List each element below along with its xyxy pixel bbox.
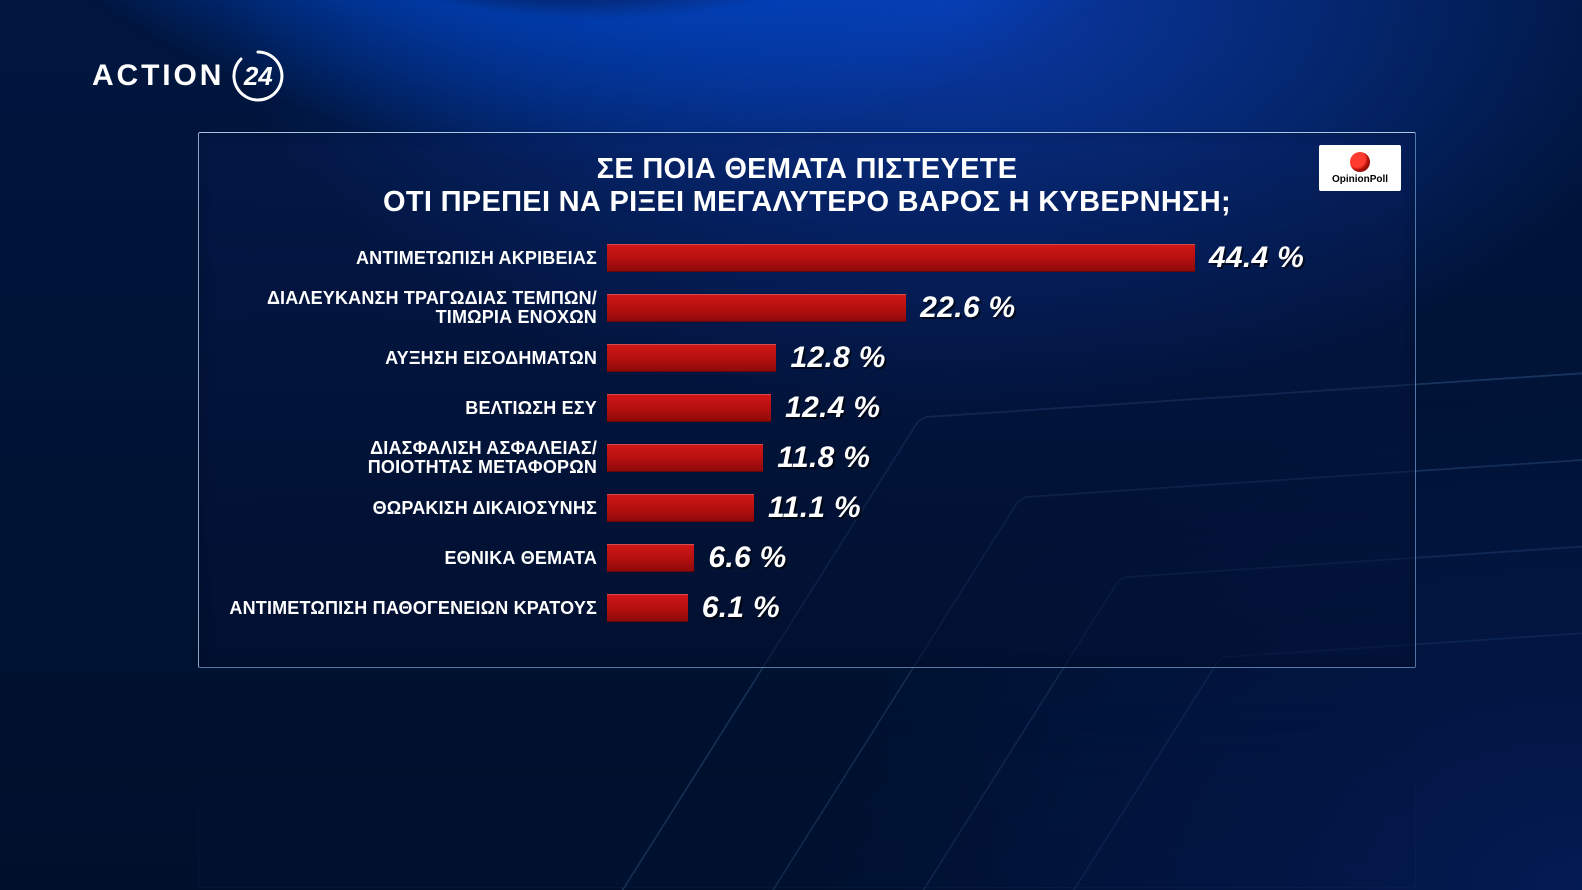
- chart-value-label: 12.8 %: [790, 341, 885, 375]
- poll-source-dot-icon: [1350, 152, 1370, 172]
- chart-bar: [607, 294, 906, 322]
- chart-row: ΘΩΡΑΚΙΣΗ ΔΙΚΑΙΟΣΥΝΗΣ 11.1 %: [227, 483, 1387, 533]
- chart-row: ΕΘΝΙΚΑ ΘΕΜΑΤΑ 6.6 %: [227, 533, 1387, 583]
- chart-bar-zone: 6.6 %: [607, 544, 1387, 572]
- chart-category-label: ΑΥΞΗΣΗ ΕΙΣΟΔΗΜΑΤΩΝ: [227, 349, 607, 368]
- chart-category-label-line1: ΒΕΛΤΙΩΣΗ ΕΣΥ: [465, 398, 597, 418]
- chart-title: ΣΕ ΠΟΙΑ ΘΕΜΑΤΑ ΠΙΣΤΕΥΕΤΕ ΟΤΙ ΠΡΕΠΕΙ ΝΑ Ρ…: [287, 153, 1327, 219]
- chart-category-label-line1: ΑΝΤΙΜΕΤΩΠΙΣΗ ΠΑΘΟΓΕΝΕΙΩΝ ΚΡΑΤΟΥΣ: [229, 598, 597, 618]
- chart-category-label: ΑΝΤΙΜΕΤΩΠΙΣΗ ΑΚΡΙΒΕΙΑΣ: [227, 249, 607, 268]
- chart-bar-zone: 6.1 %: [607, 594, 1387, 622]
- chart-category-label: ΘΩΡΑΚΙΣΗ ΔΙΚΑΙΟΣΥΝΗΣ: [227, 499, 607, 518]
- chart-bar: [607, 444, 763, 472]
- chart-category-label-line1: ΘΩΡΑΚΙΣΗ ΔΙΚΑΙΟΣΥΝΗΣ: [373, 498, 597, 518]
- poll-source-badge: OpinionPoll: [1319, 145, 1401, 191]
- chart-row: ΑΝΤΙΜΕΤΩΠΙΣΗ ΠΑΘΟΓΕΝΕΙΩΝ ΚΡΑΤΟΥΣ 6.1 %: [227, 583, 1387, 633]
- chart-bar-zone: 11.8 %: [607, 444, 1387, 472]
- chart-row: ΑΝΤΙΜΕΤΩΠΙΣΗ ΑΚΡΙΒΕΙΑΣ 44.4 %: [227, 233, 1387, 283]
- chart-category-label-line1: ΑΝΤΙΜΕΤΩΠΙΣΗ ΑΚΡΙΒΕΙΑΣ: [356, 248, 597, 268]
- chart-value-label: 12.4 %: [785, 391, 880, 425]
- chart-title-line2: ΟΤΙ ΠΡΕΠΕΙ ΝΑ ΡΙΞΕΙ ΜΕΓΑΛΥΤΕΡΟ ΒΑΡΟΣ Η Κ…: [287, 186, 1327, 219]
- chart-row: ΒΕΛΤΙΩΣΗ ΕΣΥ 12.4 %: [227, 383, 1387, 433]
- chart-category-label-line1: ΔΙΑΣΦΑΛΙΣΗ ΑΣΦΑΛΕΙΑΣ/: [370, 438, 597, 458]
- channel-logo-number: 24: [230, 48, 286, 104]
- chart-bar: [607, 544, 694, 572]
- channel-logo-badge: 24: [230, 48, 286, 104]
- chart-value-label: 44.4 %: [1209, 241, 1304, 275]
- chart-value-label: 22.6 %: [920, 291, 1015, 325]
- chart-bar-zone: 12.4 %: [607, 394, 1387, 422]
- chart-value-label: 11.8 %: [777, 441, 870, 475]
- chart-category-label-line1: ΑΥΞΗΣΗ ΕΙΣΟΔΗΜΑΤΩΝ: [385, 348, 597, 368]
- chart-value-label: 6.6 %: [708, 541, 786, 575]
- chart-panel-wrapper: OpinionPoll ΣΕ ΠΟΙΑ ΘΕΜΑΤΑ ΠΙΣΤΕΥΕΤΕ ΟΤΙ…: [198, 132, 1416, 668]
- chart-category-label: ΔΙΑΣΦΑΛΙΣΗ ΑΣΦΑΛΕΙΑΣ/ΠΟΙΟΤΗΤΑΣ ΜΕΤΑΦΟΡΩΝ: [227, 439, 607, 477]
- bar-chart: ΑΝΤΙΜΕΤΩΠΙΣΗ ΑΚΡΙΒΕΙΑΣ 44.4 % ΔΙΑΛΕΥΚΑΝΣΗ …: [227, 233, 1387, 633]
- chart-category-label: ΕΘΝΙΚΑ ΘΕΜΑΤΑ: [227, 549, 607, 568]
- chart-panel: OpinionPoll ΣΕ ΠΟΙΑ ΘΕΜΑΤΑ ΠΙΣΤΕΥΕΤΕ ΟΤΙ…: [198, 132, 1416, 668]
- chart-category-label-line1: ΔΙΑΛΕΥΚΑΝΣΗ ΤΡΑΓΩΔΙΑΣ ΤΕΜΠΩΝ/: [267, 288, 597, 308]
- chart-category-label-line2: ΤΙΜΩΡΙΑ ΕΝΟΧΩΝ: [227, 308, 597, 327]
- chart-bar-zone: 22.6 %: [607, 294, 1387, 322]
- poll-source-label: OpinionPoll: [1332, 175, 1388, 185]
- chart-value-label: 11.1 %: [768, 491, 861, 525]
- chart-bar: [607, 344, 776, 372]
- chart-bar-zone: 11.1 %: [607, 494, 1387, 522]
- chart-bar: [607, 594, 688, 622]
- channel-logo: ACTION 24: [92, 48, 286, 104]
- chart-bar-zone: 44.4 %: [607, 244, 1387, 272]
- chart-row: ΔΙΑΣΦΑΛΙΣΗ ΑΣΦΑΛΕΙΑΣ/ΠΟΙΟΤΗΤΑΣ ΜΕΤΑΦΟΡΩΝ…: [227, 433, 1387, 483]
- chart-title-line1: ΣΕ ΠΟΙΑ ΘΕΜΑΤΑ ΠΙΣΤΕΥΕΤΕ: [287, 153, 1327, 186]
- chart-category-label: ΒΕΛΤΙΩΣΗ ΕΣΥ: [227, 399, 607, 418]
- chart-value-label: 6.1 %: [702, 591, 780, 625]
- chart-bar: [607, 394, 771, 422]
- chart-row: ΔΙΑΛΕΥΚΑΝΣΗ ΤΡΑΓΩΔΙΑΣ ΤΕΜΠΩΝ/ΤΙΜΩΡΙΑ ΕΝΟ…: [227, 283, 1387, 333]
- chart-category-label: ΑΝΤΙΜΕΤΩΠΙΣΗ ΠΑΘΟΓΕΝΕΙΩΝ ΚΡΑΤΟΥΣ: [227, 599, 607, 618]
- chart-category-label-line1: ΕΘΝΙΚΑ ΘΕΜΑΤΑ: [444, 548, 597, 568]
- chart-bar: [607, 244, 1195, 272]
- chart-row: ΑΥΞΗΣΗ ΕΙΣΟΔΗΜΑΤΩΝ 12.8 %: [227, 333, 1387, 383]
- chart-bar: [607, 494, 754, 522]
- chart-category-label-line2: ΠΟΙΟΤΗΤΑΣ ΜΕΤΑΦΟΡΩΝ: [227, 458, 597, 477]
- chart-category-label: ΔΙΑΛΕΥΚΑΝΣΗ ΤΡΑΓΩΔΙΑΣ ΤΕΜΠΩΝ/ΤΙΜΩΡΙΑ ΕΝΟ…: [227, 289, 607, 327]
- chart-bar-zone: 12.8 %: [607, 344, 1387, 372]
- channel-logo-word: ACTION: [92, 59, 224, 93]
